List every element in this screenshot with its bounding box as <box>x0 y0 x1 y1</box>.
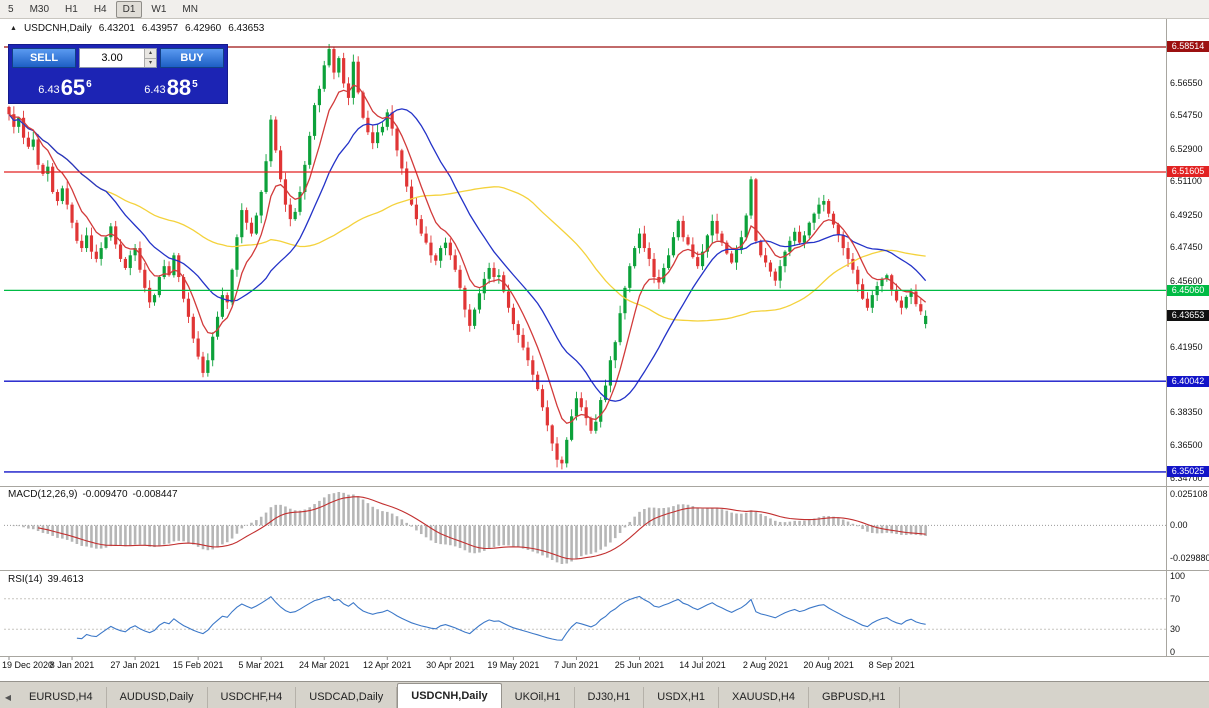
macd-value-main: -0.009470 <box>82 489 128 500</box>
price-level-badge: 6.51605 <box>1167 166 1209 178</box>
quote-open: 6.43201 <box>98 23 135 34</box>
quote-close: 6.43653 <box>228 23 265 34</box>
chart-symbol: USDCNH,Daily <box>23 23 92 34</box>
chart-tab-bar: ◀ EURUSD,H4 AUDUSD,Daily USDCHF,H4 USDCAD,Da… <box>0 681 1209 708</box>
timeframe-w1[interactable]: W1 <box>151 3 167 15</box>
rsi-name: RSI(14) <box>8 574 43 585</box>
date-axis-label: 8 Jan 2021 <box>49 660 95 670</box>
buy-price: 6.43 88 5 <box>118 70 224 100</box>
macd-name: MACD(12,26,9) <box>8 489 78 500</box>
timeframe-d1[interactable]: D1 <box>115 0 143 18</box>
sell-price-prefix: 6.43 <box>38 84 60 96</box>
tab-scroll-left-button[interactable]: ◀ <box>4 693 12 702</box>
rsi-axis-tick: 30 <box>1170 624 1181 635</box>
one-click-toggle-icon[interactable]: ▲ <box>10 25 17 32</box>
rsi-value: 39.4613 <box>47 574 84 585</box>
timeframe-h1[interactable]: H1 <box>65 3 78 15</box>
chart-tab-gbpusd[interactable]: GBPUSD,H1 <box>809 687 900 708</box>
timeframe-toolbar: 5 M30 H1 H4 D1 W1 MN <box>0 0 1209 19</box>
volume-spinner: ▴ ▾ <box>144 49 156 67</box>
volume-decrease-button[interactable]: ▾ <box>145 58 156 67</box>
timeframe-h4[interactable]: H4 <box>93 3 107 15</box>
price-level-badge: 6.43653 <box>1167 310 1209 322</box>
price-axis-tick: 6.45600 <box>1170 275 1203 286</box>
chart-tab-audusd[interactable]: AUDUSD,Daily <box>107 687 208 708</box>
date-axis-label: 27 Jan 2021 <box>110 660 160 670</box>
price-level-badge: 6.40042 <box>1167 375 1209 387</box>
chart-tab-usdcad[interactable]: USDCAD,Daily <box>296 687 398 708</box>
rsi-axis-tick: 100 <box>1170 571 1186 581</box>
price-axis-tick: 6.34700 <box>1170 472 1203 483</box>
macd-axis-tick: 0.025108 <box>1170 489 1208 500</box>
chart-tab-usdcnh[interactable]: USDCNH,Daily <box>397 683 502 708</box>
price-axis-tick: 6.52900 <box>1170 143 1203 154</box>
price-axis-tick: 6.41950 <box>1170 341 1203 352</box>
macd-label: MACD(12,26,9) -0.009470 -0.008447 <box>8 489 183 500</box>
chart-tab-usdx[interactable]: USDX,H1 <box>644 687 719 708</box>
price-axis-tick: 6.49250 <box>1170 209 1203 220</box>
chart-tab-ukoil[interactable]: UKOil,H1 <box>502 687 575 708</box>
date-axis-label: 14 Jul 2021 <box>679 660 726 670</box>
price-axis-tick: 6.51100 <box>1170 176 1202 187</box>
date-axis-label: 24 Mar 2021 <box>298 660 350 670</box>
date-axis-label: 12 Apr 2021 <box>363 660 412 670</box>
rsi-label: RSI(14) 39.4613 <box>8 574 89 585</box>
price-level-badge: 6.45060 <box>1167 284 1209 296</box>
volume-field: ▴ ▾ <box>79 48 157 68</box>
date-axis-label: 19 May 2021 <box>487 660 540 670</box>
date-axis-label: 20 Aug 2021 <box>803 660 854 670</box>
one-click-trading-panel: SELL ▴ ▾ BUY 6.43 65 6 6.43 88 5 <box>8 44 228 104</box>
chart-canvas[interactable] <box>0 0 1209 680</box>
buy-button[interactable]: BUY <box>160 48 224 68</box>
buy-price-prefix: 6.43 <box>144 84 166 96</box>
chart-tab-eurusd[interactable]: EURUSD,H4 <box>16 687 107 708</box>
date-axis-label: 15 Feb 2021 <box>172 660 224 670</box>
timeframe-m30[interactable]: M30 <box>29 3 50 15</box>
price-axis-tick: 6.38350 <box>1170 406 1203 417</box>
price-axis-tick: 6.56550 <box>1170 77 1203 88</box>
price-axis-tick: 6.54750 <box>1170 110 1203 121</box>
price-level-badge: 6.35025 <box>1167 466 1209 478</box>
quote-low: 6.42960 <box>185 23 222 34</box>
price-axis-tick: 6.36500 <box>1170 440 1203 451</box>
date-axis-label: 30 Apr 2021 <box>426 660 475 670</box>
volume-input[interactable] <box>80 49 145 67</box>
timeframe-mn[interactable]: MN <box>182 3 198 15</box>
price-level-badge: 6.58514 <box>1167 41 1209 53</box>
chart-header: ▲ USDCNH,Daily 6.43201 6.43957 6.42960 6… <box>10 23 264 34</box>
rsi-axis-tick: 70 <box>1170 593 1181 604</box>
price-axis-tick: 6.47450 <box>1170 242 1203 253</box>
macd-axis-tick: -0.029880 <box>1170 553 1209 563</box>
macd-axis-tick: 0.00 <box>1170 520 1188 531</box>
chart-tab-usdchf[interactable]: USDCHF,H4 <box>208 687 297 708</box>
sell-price: 6.43 65 6 <box>12 70 118 100</box>
buy-price-sup: 5 <box>192 79 198 90</box>
sell-button[interactable]: SELL <box>12 48 76 68</box>
date-axis-label: 5 Mar 2021 <box>238 660 284 670</box>
timeframe-5[interactable]: 5 <box>8 3 14 15</box>
buy-price-big: 88 <box>166 75 192 100</box>
date-axis-label: 8 Sep 2021 <box>868 660 915 670</box>
date-axis-label: 2 Aug 2021 <box>742 660 789 670</box>
date-axis-label: 7 Jun 2021 <box>554 660 599 670</box>
date-axis-label: 25 Jun 2021 <box>614 660 665 670</box>
volume-increase-button[interactable]: ▴ <box>145 49 156 59</box>
date-axis-label: 19 Dec 2020 <box>2 660 54 670</box>
chart-tab-xauusd[interactable]: XAUUSD,H4 <box>719 687 809 708</box>
sell-price-sup: 6 <box>86 79 92 90</box>
rsi-axis-tick: 0 <box>1170 647 1176 657</box>
sell-price-big: 65 <box>60 75 86 100</box>
macd-value-signal: -0.008447 <box>132 489 178 500</box>
quote-high: 6.43957 <box>141 23 179 34</box>
chart-tab-dj30[interactable]: DJ30,H1 <box>575 687 645 708</box>
